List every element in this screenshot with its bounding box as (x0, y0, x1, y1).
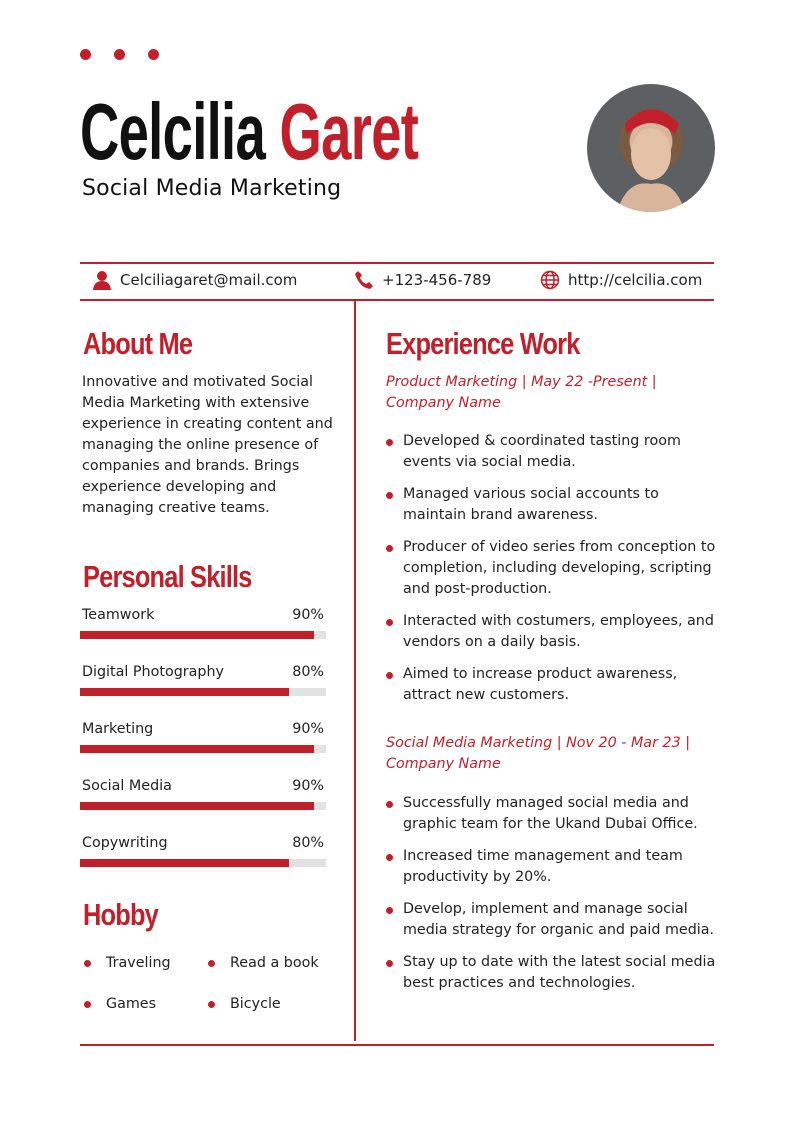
contact-email[interactable]: Celciliagaret@mail.com (92, 270, 297, 290)
experience-bullet: Develop, implement and manage social med… (386, 899, 716, 941)
job-title-1: Product Marketing | May 22 -Present | Co… (386, 374, 657, 411)
divider-top (80, 262, 714, 264)
skill-label: Marketing (82, 721, 154, 737)
contact-phone[interactable]: +123-456-789 (354, 270, 491, 290)
divider-bottom (80, 1044, 714, 1046)
bullet-icon (84, 1000, 91, 1008)
job-1-bullets: Developed & coordinated tasting room eve… (386, 431, 716, 717)
skill-percent: 90% (292, 607, 324, 623)
experience-bullet: Increased time management and team produ… (386, 846, 716, 888)
skill-item: Marketing 90% (80, 721, 326, 753)
bullet-icon (84, 959, 91, 967)
about-text: Innovative and motivated Social Media Ma… (82, 374, 333, 516)
hobby-heading: Hobby (83, 897, 159, 932)
skill-bar (80, 631, 326, 639)
decorative-dots (80, 49, 159, 60)
job-title-2: Social Media Marketing | Nov 20 - Mar 23… (386, 735, 691, 772)
hobby-label: Traveling (106, 955, 171, 971)
bullet-icon (208, 959, 215, 967)
hobby-label: Read a book (230, 955, 319, 971)
skill-item: Teamwork 90% (80, 607, 326, 639)
full-name: Celcilia Garet (80, 92, 419, 172)
phone-icon (355, 271, 373, 289)
experience-bullet: Developed & coordinated tasting room eve… (386, 431, 716, 473)
profile-photo (587, 84, 715, 212)
divider-contact (80, 299, 714, 301)
experience-bullet: Interacted with costumers, employees, an… (386, 611, 716, 653)
skill-item: Copywriting 80% (80, 835, 326, 867)
experience-bullet: Producer of video series from conception… (386, 537, 716, 600)
skill-item: Digital Photography 80% (80, 664, 326, 696)
experience-heading: Experience Work (386, 326, 580, 361)
phone-text: +123-456-789 (382, 271, 492, 289)
skill-bar (80, 859, 326, 867)
hobby-item: Traveling (84, 955, 171, 971)
skill-bar (80, 802, 326, 810)
skill-label: Copywriting (82, 835, 168, 851)
first-name: Celcilia (80, 87, 266, 176)
contact-website[interactable]: http://celcilia.com (540, 270, 702, 290)
skill-item: Social Media 90% (80, 778, 326, 810)
skill-bar-fill (80, 688, 290, 696)
hobby-item: Bicycle (208, 996, 281, 1012)
job-2-bullets: Successfully managed social media and gr… (386, 793, 716, 1005)
last-name: Garet (279, 87, 419, 176)
hobby-item: Games (84, 996, 156, 1012)
skill-bar (80, 745, 326, 753)
experience-bullet: Aimed to increase product awareness, att… (386, 664, 716, 706)
skill-label: Teamwork (82, 607, 155, 623)
hobby-label: Games (106, 996, 157, 1012)
skill-bar-fill (80, 631, 314, 639)
skill-label: Digital Photography (82, 664, 225, 680)
skill-percent: 90% (292, 721, 324, 737)
hobby-item: Read a book (208, 955, 319, 971)
skill-bar-fill (80, 802, 314, 810)
experience-bullet: Stay up to date with the latest social m… (386, 952, 716, 994)
skill-percent: 80% (292, 664, 324, 680)
email-text: Celciliagaret@mail.com (120, 271, 298, 289)
about-heading: About Me (83, 326, 193, 361)
job-title: Social Media Marketing (82, 176, 342, 201)
experience-bullet: Managed various social accounts to maint… (386, 484, 716, 526)
skill-bar-fill (80, 745, 314, 753)
skill-percent: 90% (292, 778, 324, 794)
person-icon (93, 271, 111, 290)
skill-bar-fill (80, 859, 290, 867)
skill-label: Social Media (82, 778, 172, 794)
experience-bullet: Successfully managed social media and gr… (386, 793, 716, 835)
skill-percent: 80% (292, 835, 324, 851)
bullet-icon (208, 1000, 215, 1008)
website-text: http://celcilia.com (568, 271, 703, 289)
hobby-label: Bicycle (230, 996, 281, 1012)
skill-bar (80, 688, 326, 696)
globe-icon (540, 270, 560, 290)
skills-heading: Personal Skills (83, 559, 252, 594)
column-divider (354, 300, 356, 1041)
